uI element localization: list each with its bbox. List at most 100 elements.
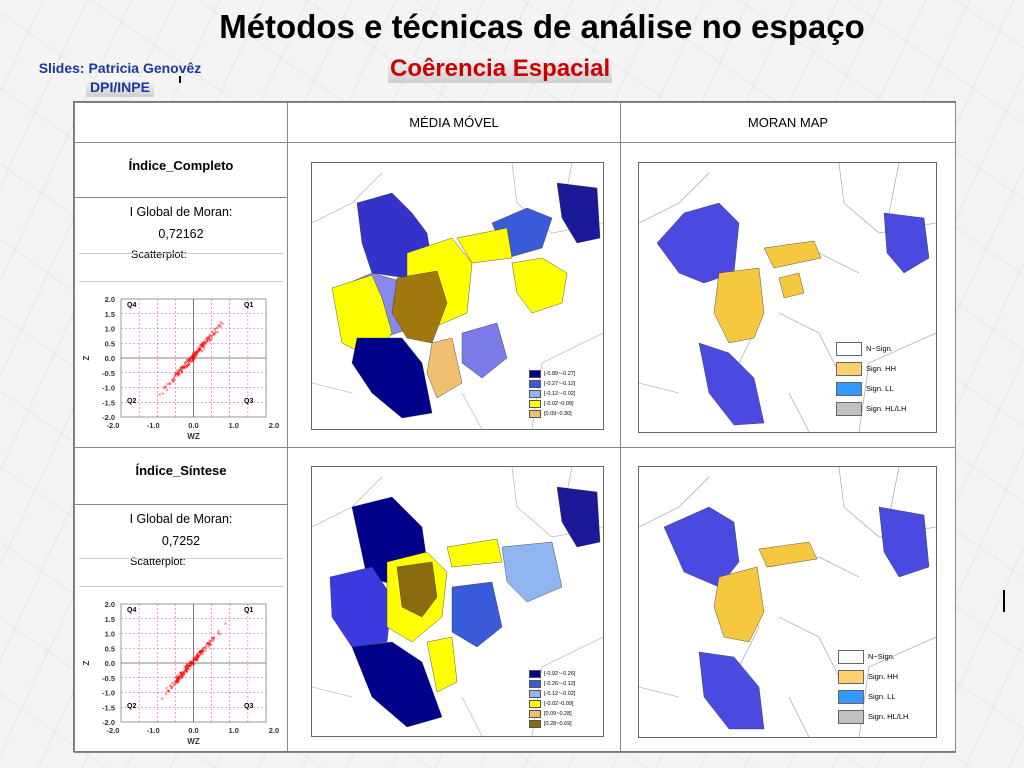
- scatter-point: ×: [182, 365, 185, 371]
- scatter-point: ×: [190, 662, 193, 668]
- scatter-point: ×: [192, 354, 195, 360]
- scatter-point: ×: [186, 666, 189, 672]
- scatter-point: ×: [180, 673, 183, 679]
- scatter-y-tick: 1.0: [105, 325, 115, 334]
- scatter-point: ×: [189, 662, 192, 668]
- scatter-point: ×: [204, 341, 207, 347]
- scatter-y-tick: 0.5: [105, 339, 115, 348]
- scatter-point: ×: [179, 675, 182, 681]
- row1-moran-value: 0,72162: [158, 227, 204, 241]
- scatter-point: ×: [181, 366, 184, 372]
- scatter-point: ×: [190, 659, 193, 665]
- map-high-cluster-east: [778, 272, 805, 299]
- scatter-point: ×: [177, 676, 180, 682]
- scatter-point: ×: [208, 333, 211, 339]
- scatter-point: ×: [182, 671, 185, 677]
- scatter-point: ×: [189, 661, 192, 667]
- map-region-south-navy: [351, 641, 443, 728]
- scatter-point: ×: [180, 673, 183, 679]
- legend-item: [-0.12~-0.02]: [529, 389, 575, 399]
- scatter-point: ×: [191, 660, 194, 666]
- scatter-point: ×: [193, 350, 196, 356]
- scatter-point: ×: [195, 352, 198, 358]
- scatter-point: ×: [187, 662, 190, 668]
- scatter-point: ×: [188, 663, 191, 669]
- scatter-point: ×: [187, 358, 190, 364]
- scatter-point: ×: [210, 334, 213, 340]
- legend-swatch: [529, 700, 541, 708]
- scatter-point: ×: [218, 324, 221, 330]
- scatter-point: ×: [174, 373, 177, 379]
- scatter-point: ×: [180, 365, 183, 371]
- legend-label: [-0.89~-0.27]: [544, 371, 576, 377]
- scatter-point: ×: [194, 657, 197, 663]
- legend-item: Sign. HL/LH: [838, 707, 908, 727]
- scatter-point: ×: [218, 323, 221, 329]
- scatter-point: ×: [172, 379, 175, 385]
- scatter-point: ×: [177, 372, 180, 378]
- scatter-point: ×: [196, 654, 199, 660]
- scatter-quadrant-label: Q4: [127, 302, 136, 309]
- scatter-point: ×: [188, 362, 191, 368]
- scatter-point: ×: [185, 365, 188, 371]
- legend-item: N~Sign.: [838, 647, 908, 667]
- scatter-point: ×: [183, 665, 186, 671]
- row1-media-movel-map: [-0.89~-0.27] [-0.27~-0.12] [-0.12~-0.02] […: [311, 162, 604, 430]
- row2-moran-map: N~Sign. Sign. HH Sign. LL Sign. HL/LH: [638, 466, 937, 738]
- scatter-point: ×: [180, 369, 183, 375]
- legend-swatch: [529, 380, 541, 388]
- scatter-point: ×: [206, 336, 209, 342]
- scatter-point: ×: [185, 668, 188, 674]
- scatter-point: ×: [194, 658, 197, 664]
- scatter-point: ×: [180, 370, 183, 376]
- legend-item: [-0.12~-0.02]: [529, 689, 575, 699]
- scatter-point: ×: [177, 374, 180, 380]
- scatter-point: ×: [191, 661, 194, 667]
- scatter-point: ×: [192, 356, 195, 362]
- scatter-point: ×: [193, 658, 196, 664]
- scatter-point: ×: [212, 637, 215, 643]
- scatter-point: ×: [198, 348, 201, 354]
- scatter-point: ×: [177, 677, 180, 683]
- row2-moran-map-cell: N~Sign. Sign. HH Sign. LL Sign. HL/LH: [620, 447, 956, 753]
- header-media-movel: MÉDIA MÓVEL: [287, 102, 621, 143]
- scatter-point: ×: [201, 343, 204, 349]
- scatter-point: ×: [193, 662, 196, 668]
- scatter-point: ×: [219, 325, 222, 331]
- scatter-y-tick: 0.0: [105, 659, 115, 668]
- scatter-point: ×: [174, 374, 177, 380]
- scatter-point: ×: [185, 664, 188, 670]
- scatter-point: ×: [169, 684, 172, 690]
- scatter-point: ×: [191, 660, 194, 666]
- scatter-point: ×: [206, 338, 209, 344]
- scatter-point: ×: [201, 349, 204, 355]
- scatter-point: ×: [161, 391, 164, 397]
- scatter-point: ×: [189, 355, 192, 361]
- row1-divider: [79, 253, 283, 254]
- scatter-point: ×: [188, 362, 191, 368]
- map-region-navy-northeast: [556, 182, 601, 244]
- legend-swatch: [838, 690, 864, 704]
- scatter-point: ×: [163, 386, 166, 392]
- scatter-point: ×: [185, 670, 188, 676]
- scatter-point: ×: [177, 373, 180, 379]
- scatter-point: ×: [199, 347, 202, 353]
- scatter-point: ×: [181, 675, 184, 681]
- legend-item: Sign. HL/LH: [836, 399, 906, 419]
- scatter-point: ×: [174, 682, 177, 688]
- scatter-point: ×: [184, 667, 187, 673]
- scatter-point: ×: [194, 354, 197, 360]
- scatter-point: ×: [191, 358, 194, 364]
- scatter-point: ×: [164, 692, 167, 698]
- scatter-point: ×: [192, 353, 195, 359]
- row2-moran-label: I Global de Moran:: [129, 512, 233, 526]
- legend-label: [-0.02~0.09]: [544, 401, 574, 407]
- map-low-cluster-south: [698, 342, 765, 426]
- scatter-point: ×: [181, 675, 184, 681]
- scatter-point: ×: [198, 654, 201, 660]
- scatter-point: ×: [179, 671, 182, 677]
- scatter-point: ×: [191, 354, 194, 360]
- scatter-point: ×: [188, 667, 191, 673]
- scatter-point: ×: [172, 683, 175, 689]
- scatter-point: ×: [166, 688, 169, 694]
